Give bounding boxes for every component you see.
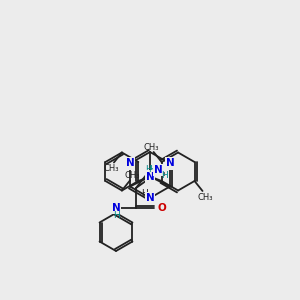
Text: O: O <box>158 203 166 213</box>
Text: H: H <box>146 165 152 174</box>
Text: CH₃: CH₃ <box>150 169 166 178</box>
Text: N: N <box>112 203 120 213</box>
Text: N: N <box>146 193 154 203</box>
Text: N: N <box>146 172 154 182</box>
Text: N: N <box>146 172 154 182</box>
Text: N: N <box>154 165 162 175</box>
Text: CH₃: CH₃ <box>144 142 159 152</box>
Text: N: N <box>126 158 134 169</box>
Text: CH₃: CH₃ <box>124 171 140 180</box>
Text: H: H <box>148 165 154 174</box>
Text: H: H <box>162 172 168 181</box>
Text: CH₃: CH₃ <box>198 193 213 202</box>
Text: N: N <box>166 158 174 169</box>
Text: CH₃: CH₃ <box>103 164 119 173</box>
Text: H: H <box>112 211 119 220</box>
Text: H: H <box>142 188 148 197</box>
